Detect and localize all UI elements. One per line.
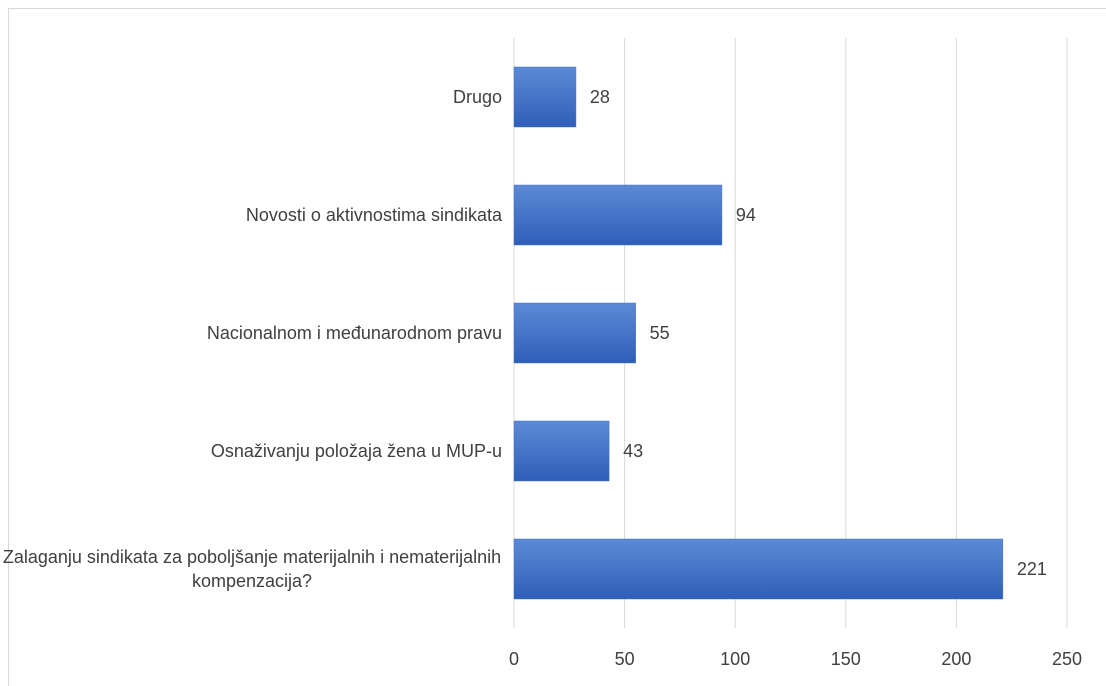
y-tick-label: Novosti o aktivnostima sindikata <box>245 205 502 225</box>
data-label: 28 <box>590 87 610 107</box>
category-label-box: Zalaganju sindikata za poboljšanje mater… <box>2 539 502 599</box>
border <box>8 8 1106 686</box>
x-tick-label: 100 <box>720 649 750 669</box>
bar <box>513 420 610 482</box>
category-label-box: Drugo <box>2 67 502 127</box>
bar <box>513 302 636 364</box>
x-tick-label: 50 <box>615 649 635 669</box>
category-label-box: Novosti o aktivnostima sindikata <box>2 185 502 245</box>
data-label: 55 <box>650 323 670 343</box>
bar <box>513 538 1004 600</box>
y-tick-label: Nacionalnom i međunarodnom pravu <box>206 323 502 343</box>
category-label-box: Osnaživanju položaja žena u MUP-u <box>2 421 502 481</box>
y-tick-label: Drugo <box>452 87 502 107</box>
data-label: 43 <box>623 441 643 461</box>
bar <box>513 184 723 246</box>
data-label: 221 <box>1017 559 1047 579</box>
x-tick-label: 150 <box>831 649 861 669</box>
category-label-box: Nacionalnom i međunarodnom pravu <box>2 303 502 363</box>
x-tick-label: 250 <box>1052 649 1082 669</box>
y-tick-label: Zalaganju sindikata za poboljšanje mater… <box>2 547 502 591</box>
x-tick-label: 0 <box>509 649 519 669</box>
bar <box>513 66 577 128</box>
x-tick-label: 200 <box>941 649 971 669</box>
data-label: 94 <box>736 205 756 225</box>
y-tick-label: Osnaživanju položaja žena u MUP-u <box>210 441 502 461</box>
